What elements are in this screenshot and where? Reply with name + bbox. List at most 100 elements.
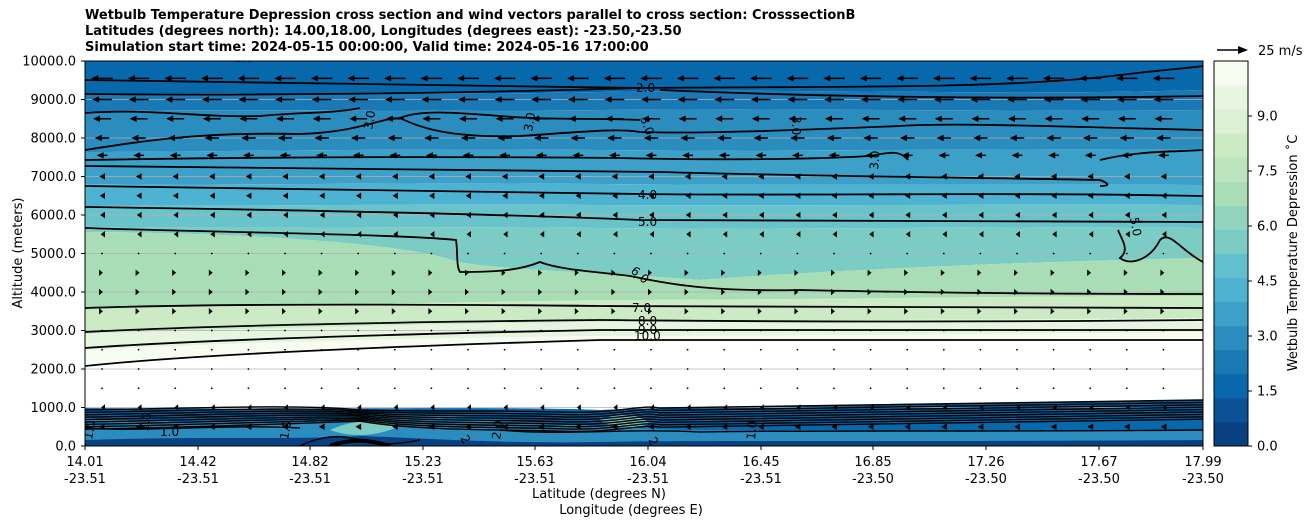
- wind-vector-head: [714, 96, 722, 103]
- wind-vector-head: [1084, 152, 1092, 159]
- wind-vector-head: [680, 134, 688, 142]
- colorbar-step: [1214, 301, 1248, 327]
- band-green-8: [85, 232, 1203, 310]
- wind-vector: [794, 173, 801, 180]
- wind-vector: [686, 252, 689, 255]
- wind-vector-head: [942, 404, 947, 411]
- wind-vector-head: [1088, 231, 1094, 238]
- wind-vector: [576, 368, 579, 370]
- wind-vector: [1089, 387, 1092, 390]
- wind-vector: [276, 115, 294, 122]
- wind-vector: [210, 252, 213, 255]
- wind-vector-head: [393, 404, 398, 411]
- wind-vector: [603, 75, 626, 82]
- wind-vector: [973, 134, 988, 142]
- wind-vector-head: [96, 152, 104, 159]
- wind-vector-head: [1083, 134, 1090, 142]
- wind-vector: [467, 368, 469, 370]
- wind-vector-head: [1079, 75, 1087, 82]
- wind-vector: [942, 329, 945, 332]
- wind-vector: [1089, 329, 1092, 332]
- wind-vector-head: [933, 96, 941, 103]
- wind-vector: [320, 404, 325, 411]
- wind-vector-head: [787, 96, 795, 103]
- wind-vector-head: [384, 96, 392, 103]
- y-tick-label: 0.0: [55, 440, 76, 455]
- wind-vector-head: [1123, 308, 1128, 315]
- wind-vector-head: [282, 288, 286, 296]
- colorbar-step: [1214, 421, 1248, 447]
- wind-vector: [318, 288, 323, 296]
- wind-vector: [540, 348, 543, 351]
- wind-vector: [428, 423, 435, 430]
- wind-vector: [503, 329, 506, 332]
- wind-vector: [357, 387, 360, 390]
- wind-vector: [1160, 269, 1165, 276]
- wind-vector: [282, 173, 288, 180]
- wind-vector: [99, 423, 105, 430]
- wind-vector-head: [941, 423, 947, 430]
- wind-vector-head: [384, 75, 391, 82]
- wind-vector-head: [826, 134, 834, 142]
- wind-vector: [93, 115, 111, 122]
- wind-vector-head: [1161, 192, 1167, 199]
- wind-vector-head: [603, 75, 611, 82]
- wind-vector: [757, 269, 762, 276]
- wind-vector: [794, 423, 801, 430]
- surface-contour-line: [85, 401, 1203, 416]
- wind-vector-head: [757, 288, 762, 296]
- wind-vector-head: [393, 211, 398, 219]
- wind-vector: [869, 231, 874, 238]
- wind-vector-head: [127, 75, 135, 82]
- wind-vector-head: [650, 404, 654, 411]
- wind-vector-head: [282, 173, 288, 180]
- wind-vector-head: [759, 404, 764, 411]
- wind-vector: [1087, 308, 1092, 315]
- wind-vector-head: [684, 308, 689, 315]
- wind-vector: [758, 173, 764, 180]
- y-tick-label: 10000.0: [22, 55, 76, 70]
- wind-vector: [531, 96, 552, 103]
- wind-vector: [613, 329, 616, 332]
- wind-vector: [357, 348, 360, 351]
- wind-vector-head: [678, 115, 686, 122]
- wind-vector-head: [970, 96, 978, 103]
- wind-vector: [499, 152, 510, 159]
- wind-vector-head: [897, 96, 905, 103]
- wind-vector-head: [575, 423, 581, 430]
- wind-vector: [137, 368, 140, 370]
- wind-vector-head: [859, 75, 867, 82]
- contour-label-3b: 3.0: [521, 111, 538, 132]
- wind-vector-head: [172, 288, 177, 296]
- contour-lines: [85, 65, 1203, 367]
- wind-vector: [650, 387, 652, 390]
- wind-vector-head: [99, 308, 103, 315]
- wind-vector-head: [721, 423, 728, 430]
- wind-vector-head: [1156, 134, 1164, 142]
- wind-vector-head: [1160, 308, 1165, 315]
- wind-vector: [318, 173, 325, 180]
- wind-vector: [538, 269, 543, 276]
- wind-vector-head: [499, 152, 507, 159]
- wind-vector: [206, 152, 218, 159]
- wind-vector: [575, 423, 581, 430]
- wind-vector-head: [832, 211, 837, 219]
- wind-vector: [94, 134, 110, 142]
- wind-vector: [421, 96, 442, 103]
- wind-vector-head: [979, 404, 984, 411]
- contour-label-5b: 5.0: [1127, 216, 1144, 237]
- wind-vector: [284, 329, 286, 332]
- wind-vector-head: [1125, 231, 1130, 238]
- wind-vector-head: [574, 288, 579, 296]
- wind-vector: [759, 348, 762, 351]
- wind-vector-head: [530, 75, 538, 82]
- contour-line-4: [85, 185, 1203, 197]
- wind-vector-head: [503, 231, 508, 238]
- wind-vector: [1015, 231, 1020, 238]
- wind-vector: [575, 173, 581, 180]
- wind-vector: [1089, 404, 1094, 411]
- wind-vector-head: [131, 134, 139, 142]
- wind-vector: [391, 308, 396, 315]
- contour-label-3d: 3.0: [789, 116, 803, 135]
- wind-vector: [1016, 329, 1018, 332]
